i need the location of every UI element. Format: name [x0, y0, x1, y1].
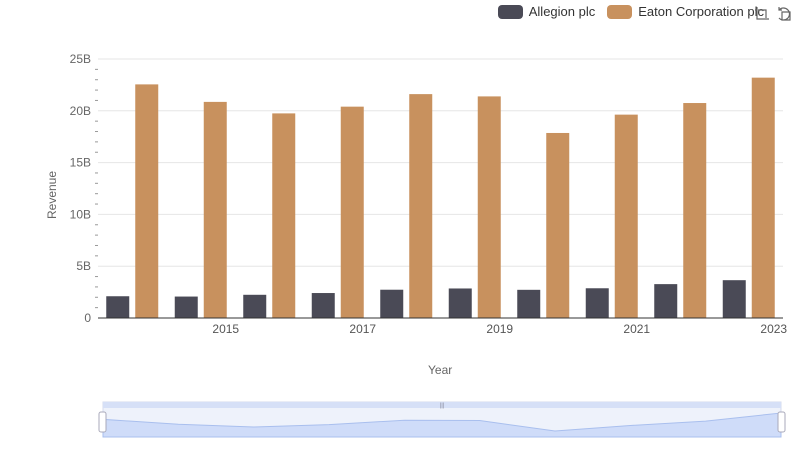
x-tick-label: 2019	[486, 322, 513, 336]
x-axis-title: Year	[428, 363, 453, 377]
x-tick-label: 2021	[623, 322, 650, 336]
bar-eaton-2018[interactable]	[409, 94, 433, 319]
legend: Allegion plc Eaton Corporation plc	[497, 4, 764, 19]
bars	[106, 77, 775, 319]
slider-grip[interactable]: |||	[440, 403, 445, 409]
zoom-reset-icon[interactable]	[776, 6, 792, 22]
bar-eaton-2014[interactable]	[135, 84, 159, 318]
bar-eaton-2017[interactable]	[340, 106, 364, 318]
bar-allegion-2019[interactable]	[448, 288, 472, 318]
y-tick-label: 5B	[76, 259, 91, 273]
y-tick-label: 0	[84, 311, 91, 325]
bar-eaton-2023[interactable]	[751, 77, 775, 318]
bar-allegion-2018[interactable]	[380, 289, 404, 318]
bar-allegion-2021[interactable]	[585, 288, 609, 318]
data-zoom-slider[interactable]: |||	[98, 401, 786, 438]
x-tick-label: 2017	[349, 322, 376, 336]
zoom-select-icon[interactable]	[754, 6, 770, 22]
legend-item-allegion[interactable]: Allegion plc	[497, 4, 596, 19]
y-tick-label: 25B	[70, 52, 91, 66]
toolbox	[754, 6, 792, 22]
x-axis: 2015 2017 2019 2021 2023	[98, 317, 787, 336]
bar-allegion-2015[interactable]	[174, 296, 198, 318]
slider-top-bar[interactable]	[103, 402, 781, 408]
x-tick-label: 2015	[212, 322, 239, 336]
legend-label-eaton: Eaton Corporation plc	[638, 4, 764, 19]
bar-eaton-2020[interactable]	[546, 132, 570, 318]
bar-allegion-2020[interactable]	[517, 289, 541, 318]
slider-handle-right[interactable]	[777, 411, 786, 433]
bar-allegion-2022[interactable]	[654, 284, 678, 318]
legend-item-eaton[interactable]: Eaton Corporation plc	[607, 4, 764, 19]
y-tick-label: 20B	[70, 104, 91, 118]
legend-swatch-eaton	[607, 4, 633, 19]
bar-eaton-2015[interactable]	[203, 101, 227, 318]
bar-allegion-2017[interactable]	[311, 293, 335, 318]
bar-allegion-2023[interactable]	[722, 280, 746, 318]
bar-allegion-2016[interactable]	[243, 294, 267, 318]
y-tick-label: 15B	[70, 156, 91, 170]
bar-allegion-2014[interactable]	[106, 296, 130, 318]
y-tick-label: 10B	[70, 207, 91, 221]
grid-lines	[98, 58, 783, 267]
legend-label-allegion: Allegion plc	[528, 4, 596, 19]
legend-swatch-allegion	[497, 4, 523, 19]
y-axis: 0 5B 10B 15B 20B 25B	[70, 52, 98, 325]
bar-eaton-2021[interactable]	[614, 114, 638, 318]
bar-eaton-2016[interactable]	[272, 113, 296, 318]
slider-handle-left[interactable]	[98, 411, 107, 433]
y-axis-title: Revenue	[45, 170, 60, 220]
x-tick-label: 2023	[760, 322, 787, 336]
bar-eaton-2022[interactable]	[683, 103, 707, 318]
bar-eaton-2019[interactable]	[477, 96, 501, 318]
